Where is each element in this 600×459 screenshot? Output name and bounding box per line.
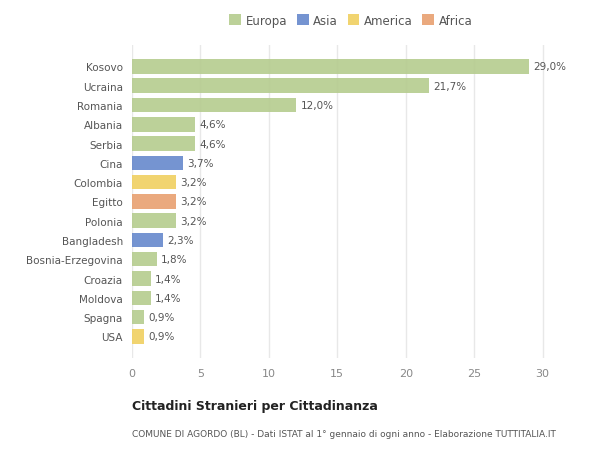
Text: 4,6%: 4,6%: [199, 139, 226, 149]
Text: 12,0%: 12,0%: [301, 101, 334, 111]
Text: 29,0%: 29,0%: [533, 62, 566, 72]
Text: 3,2%: 3,2%: [180, 178, 206, 188]
Bar: [132, 214, 176, 229]
Text: 0,9%: 0,9%: [148, 332, 175, 341]
Bar: [132, 195, 176, 209]
Bar: [132, 156, 182, 171]
Text: 3,2%: 3,2%: [180, 197, 206, 207]
Bar: [132, 233, 163, 248]
Text: 21,7%: 21,7%: [433, 82, 466, 91]
Bar: [132, 118, 195, 132]
Text: 1,8%: 1,8%: [161, 255, 187, 265]
Bar: [132, 60, 529, 74]
Text: 2,3%: 2,3%: [167, 235, 194, 246]
Text: 1,4%: 1,4%: [155, 293, 182, 303]
Bar: [132, 272, 151, 286]
Text: 0,9%: 0,9%: [148, 313, 175, 322]
Bar: [132, 99, 296, 113]
Text: COMUNE DI AGORDO (BL) - Dati ISTAT al 1° gennaio di ogni anno - Elaborazione TUT: COMUNE DI AGORDO (BL) - Dati ISTAT al 1°…: [132, 429, 556, 438]
Bar: [132, 79, 429, 94]
Bar: [132, 175, 176, 190]
Text: 1,4%: 1,4%: [155, 274, 182, 284]
Bar: [132, 137, 195, 151]
Text: 3,2%: 3,2%: [180, 216, 206, 226]
Bar: [132, 252, 157, 267]
Bar: [132, 291, 151, 305]
Text: 4,6%: 4,6%: [199, 120, 226, 130]
Legend: Europa, Asia, America, Africa: Europa, Asia, America, Africa: [226, 11, 476, 31]
Text: 3,7%: 3,7%: [187, 158, 213, 168]
Text: Cittadini Stranieri per Cittadinanza: Cittadini Stranieri per Cittadinanza: [132, 399, 378, 412]
Bar: [132, 310, 145, 325]
Bar: [132, 330, 145, 344]
